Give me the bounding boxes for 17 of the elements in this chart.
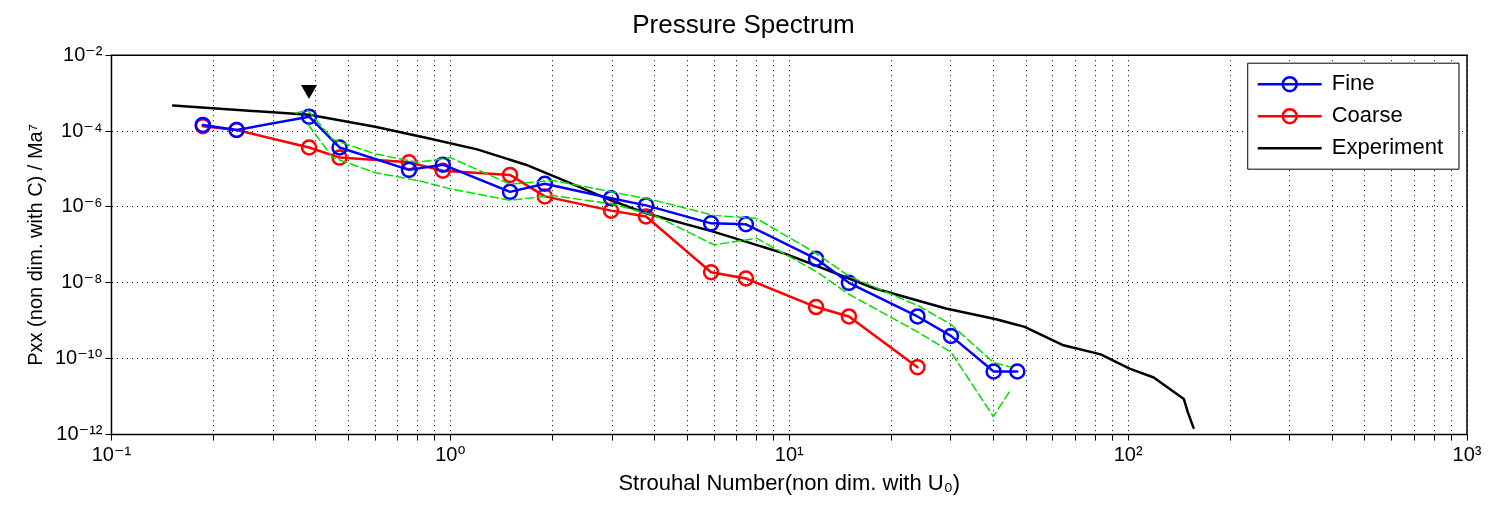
y-tick-label: 10⁻² (63, 42, 103, 65)
x-axis-title: Strouhal Number(non dim. with U₀) (618, 469, 961, 495)
x-tick-label: 10⁻¹ (91, 443, 132, 466)
chart-title: Pressure Spectrum (632, 8, 855, 39)
y-tick-label: 10⁻¹⁰ (55, 346, 103, 369)
y-tick-label: 10⁻⁴ (61, 118, 103, 141)
legend-label: Experiment (1331, 134, 1444, 160)
y-axis-title: Pxx (non dim. with C) / Ma⁷ (23, 124, 46, 366)
legend-label: Coarse (1331, 102, 1403, 128)
x-tick-label: 10³ (1452, 443, 1482, 466)
x-tick-label: 10⁰ (435, 443, 466, 466)
x-tick-label: 10¹ (774, 443, 805, 466)
legend-label: Fine (1331, 70, 1375, 96)
y-tick-label: 10⁻¹² (56, 422, 103, 445)
x-tick-label: 10² (1113, 443, 1143, 466)
y-tick-label: 10⁻⁶ (61, 194, 103, 217)
y-tick-label: 10⁻⁸ (61, 270, 103, 293)
